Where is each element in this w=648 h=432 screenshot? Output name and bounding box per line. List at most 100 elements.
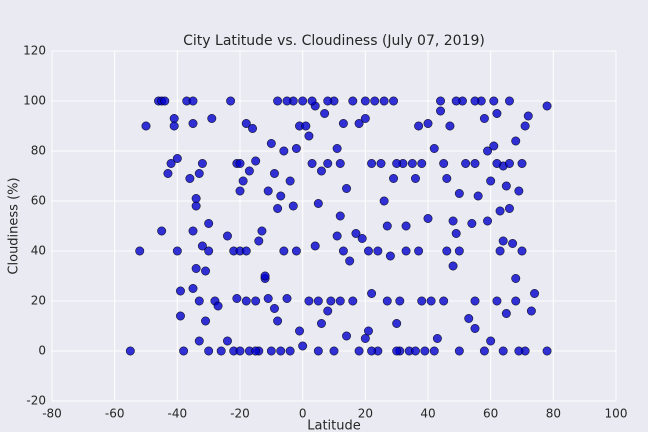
point [269,303,279,313]
point [360,96,370,106]
point [479,114,489,124]
point [313,296,323,306]
point [235,346,245,356]
point [332,231,342,241]
point [436,96,446,106]
point [461,159,471,169]
point [442,246,452,256]
point [166,159,176,169]
point [363,326,373,336]
point [241,246,251,256]
point [188,226,198,236]
point [263,293,273,303]
y-tick-label: 40 [31,244,46,258]
point [276,191,286,201]
point [473,191,483,201]
y-tick-label: 80 [31,144,46,158]
point [194,169,204,179]
point [495,206,505,216]
point [504,96,514,106]
y-tick-label: 120 [23,44,46,58]
point [323,306,333,316]
y-tick-label: 60 [31,194,46,208]
point [514,346,524,356]
point [323,96,333,106]
point [504,159,514,169]
point [235,186,245,196]
point [526,306,536,316]
point [204,219,214,229]
point [222,336,232,346]
point [316,318,326,328]
point [407,159,417,169]
x-tick-label: 20 [358,407,373,421]
point [172,246,182,256]
point [257,226,267,236]
point [517,159,527,169]
point [451,96,461,106]
point [382,221,392,231]
point [316,166,326,176]
point [483,146,493,156]
point [335,159,345,169]
point [348,96,358,106]
point [201,266,211,276]
point [310,241,320,251]
point [307,159,317,169]
point [389,174,399,184]
point [135,246,145,256]
point [357,234,367,244]
point [354,119,364,129]
point [392,159,402,169]
point [520,121,530,131]
point [492,159,502,169]
point [276,346,286,356]
point [213,301,223,311]
point [511,296,521,306]
point [266,139,276,149]
point [169,114,179,124]
point [320,109,330,119]
point [486,336,496,346]
point [498,236,508,246]
point [291,246,301,256]
point [204,246,214,256]
point [191,263,201,273]
y-axis-label: Cloudiness (%) [7,177,22,274]
point [504,204,514,214]
point [367,288,377,298]
point [232,293,242,303]
point [414,121,424,131]
point [335,296,345,306]
point [125,346,135,356]
point [160,96,170,106]
point [354,346,364,356]
point [169,121,179,131]
point [251,296,261,306]
point [313,346,323,356]
point [379,196,389,206]
point [175,286,185,296]
point [172,154,182,164]
point [514,186,524,196]
point [348,296,358,306]
point [429,346,439,356]
point [332,144,342,154]
x-tick-label: 60 [483,407,498,421]
point [241,119,251,129]
point [185,174,195,184]
point [517,246,527,256]
point [439,159,449,169]
x-tick-label: -60 [105,407,125,421]
point [470,323,480,333]
x-tick-label: -80 [42,407,62,421]
point [385,251,395,261]
point [426,296,436,306]
point [191,201,201,211]
point [439,296,449,306]
point [179,346,189,356]
point [307,96,317,106]
point [401,221,411,231]
point [238,176,248,186]
point [417,296,427,306]
